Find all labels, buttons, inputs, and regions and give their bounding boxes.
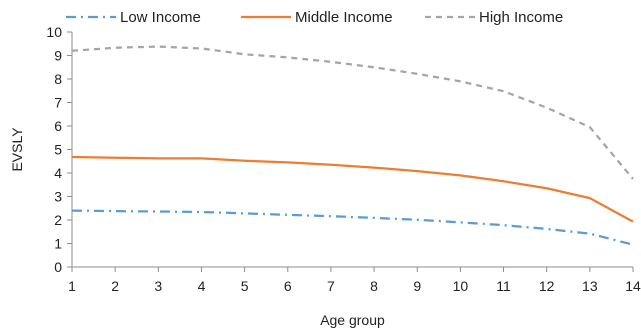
x-tick-label: 10 [453,278,469,294]
x-tick-label: 13 [582,278,598,294]
y-tick-label: 0 [54,259,62,275]
legend-label: Middle Income [295,9,393,26]
y-tick-label: 5 [54,142,62,158]
x-tick-label: 4 [198,278,206,294]
x-tick-label: 5 [241,278,249,294]
y-tick-label: 4 [54,165,62,181]
y-axis-title: EVSLY [9,127,25,172]
legend: Low Income Middle Income High Income [66,9,563,26]
y-tick-label: 7 [54,95,62,111]
axes [71,32,633,268]
x-tick-label: 2 [111,278,119,294]
series-line-middle-income [71,155,634,223]
x-tick-label: 11 [496,278,511,294]
legend-label: Low Income [120,9,201,26]
legend-label: High Income [479,9,563,26]
series [71,45,634,246]
x-tick-label: 1 [68,278,76,294]
y-tick-label: 1 [54,236,62,252]
y-tick-label: 2 [54,212,62,228]
y-tick-label: 9 [54,48,62,64]
y-tick-label: 8 [54,71,62,87]
series-line-high-income [71,45,634,180]
series-line-low-income [71,209,634,246]
x-tick-label: 8 [370,278,378,294]
x-tick-label: 12 [539,278,555,294]
x-tick-label: 6 [284,278,292,294]
x-tick-label: 3 [154,278,162,294]
y-tick-label: 10 [46,24,62,40]
x-axis-title: Age group [320,312,385,328]
x-tick-label: 14 [625,278,641,294]
y-tick-label: 3 [54,189,62,205]
x-tick-label: 9 [413,278,421,294]
x-tick-label: 7 [327,278,335,294]
y-tick-label: 6 [54,118,62,134]
